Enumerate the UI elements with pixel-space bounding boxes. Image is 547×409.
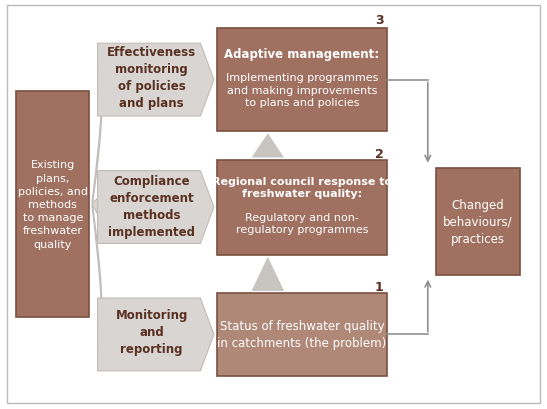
Polygon shape	[252, 134, 284, 158]
Text: Regulatory and non-
regulatory programmes: Regulatory and non- regulatory programme…	[236, 212, 368, 235]
Polygon shape	[252, 257, 284, 291]
Polygon shape	[92, 198, 98, 218]
Text: Adaptive management:: Adaptive management:	[224, 48, 380, 61]
Text: Regional council response to
freshwater quality:: Regional council response to freshwater …	[212, 176, 392, 199]
FancyBboxPatch shape	[436, 168, 520, 275]
Text: Existing
plans,
policies, and
methods
to manage
freshwater
quality: Existing plans, policies, and methods to…	[18, 160, 88, 249]
Polygon shape	[92, 202, 102, 345]
Text: 3: 3	[375, 14, 383, 27]
FancyBboxPatch shape	[217, 29, 387, 132]
Polygon shape	[92, 70, 102, 207]
FancyBboxPatch shape	[16, 92, 89, 317]
FancyBboxPatch shape	[217, 160, 387, 255]
Text: 2: 2	[375, 148, 383, 161]
Text: Effectiveness
monitoring
of policies
and plans: Effectiveness monitoring of policies and…	[107, 45, 196, 109]
Polygon shape	[97, 298, 214, 371]
Text: Changed
behaviours/
practices: Changed behaviours/ practices	[443, 198, 513, 245]
Polygon shape	[97, 44, 214, 117]
Text: 1: 1	[375, 281, 383, 294]
Polygon shape	[97, 171, 214, 244]
Text: Compliance
enforcement
methods
implemented: Compliance enforcement methods implement…	[108, 175, 195, 238]
Text: Monitoring
and
reporting: Monitoring and reporting	[115, 308, 188, 355]
Text: Implementing programmes
and making improvements
to plans and policies: Implementing programmes and making impro…	[226, 73, 378, 108]
Text: Status of freshwater quality
in catchments (the problem): Status of freshwater quality in catchmen…	[217, 320, 387, 350]
FancyBboxPatch shape	[217, 293, 387, 376]
